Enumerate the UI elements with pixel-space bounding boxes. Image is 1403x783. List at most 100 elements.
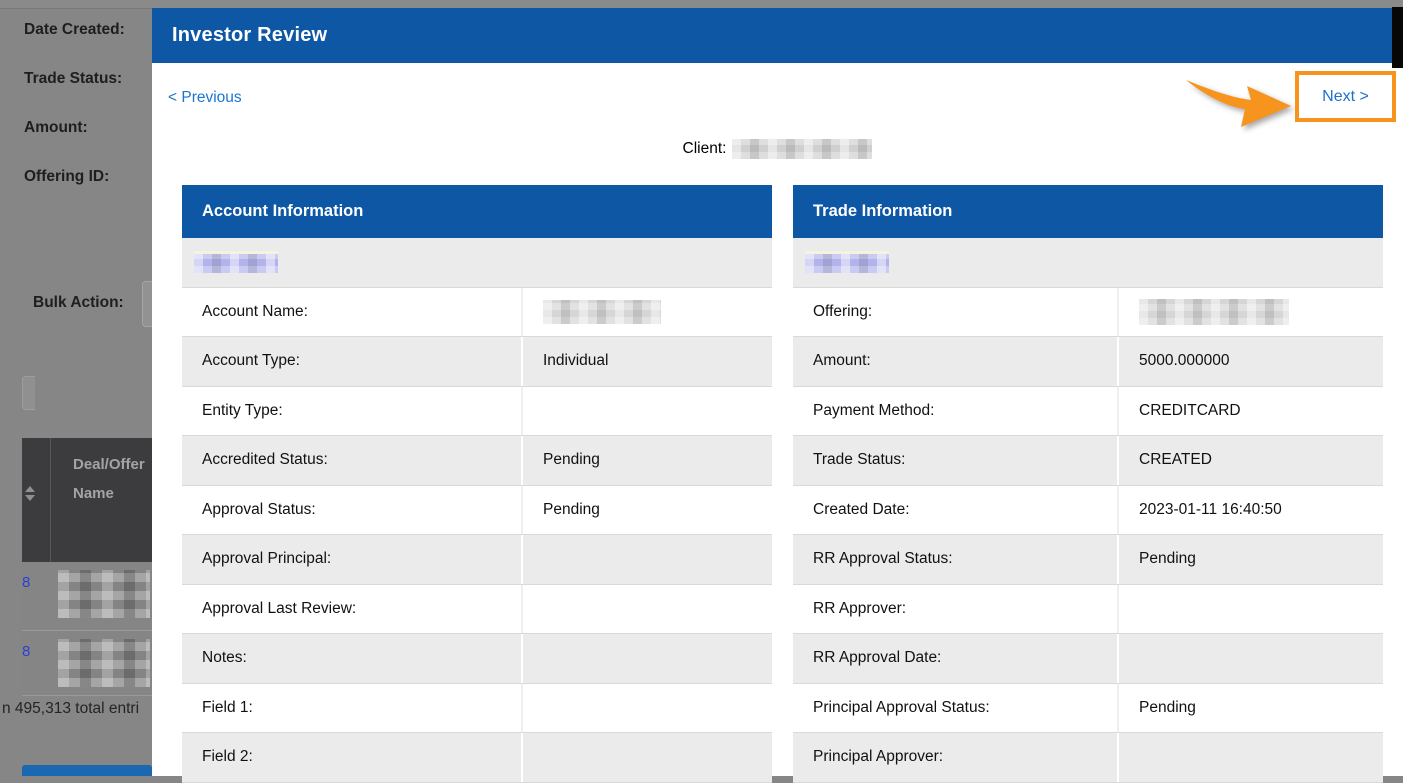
table-row: Payment Method: CREDITCARD — [793, 386, 1383, 436]
row-label: Notes: — [202, 649, 247, 667]
row-value — [521, 733, 772, 782]
background-filter-label: Offering ID: — [24, 168, 110, 185]
table-row: 8 — [22, 562, 152, 630]
background-table-sort-column[interactable] — [22, 438, 51, 562]
table-row: Field 2: — [182, 733, 772, 783]
table-row: 8 — [22, 630, 152, 696]
row-label: Principal Approver: — [813, 748, 944, 766]
redacted-value — [543, 299, 661, 324]
row-label: Principal Approval Status: — [813, 698, 990, 716]
row-value — [1117, 634, 1383, 683]
table-row: Trade Status: CREATED — [793, 436, 1383, 486]
row-label: Offering: — [813, 302, 873, 320]
table-row — [182, 238, 772, 288]
info-tables-container: Account Information Account Name: Account … — [182, 185, 1383, 783]
row-label: Approval Principal: — [202, 550, 332, 568]
background-button-stub[interactable] — [22, 376, 35, 410]
row-label: Field 1: — [202, 698, 253, 716]
row-label: Account Type: — [202, 352, 300, 370]
row-value — [521, 584, 772, 633]
table-row: Principal Approval Status: Pending — [793, 683, 1383, 733]
investor-review-modal: Investor Review < Previous Next > Client… — [152, 8, 1403, 783]
table-title: Trade Information — [813, 202, 953, 220]
next-button[interactable]: Next > — [1295, 71, 1396, 122]
trade-information-table: Trade Information Offering: Amount: 5000.00… — [793, 185, 1383, 783]
row-label: Trade Status: — [813, 451, 906, 469]
row-value — [1117, 733, 1383, 782]
row-value — [1117, 584, 1383, 633]
table-row: Offering: — [793, 287, 1383, 337]
table-row: Entity Type: — [182, 386, 772, 436]
table-header: Trade Information — [793, 185, 1383, 238]
table-row — [793, 238, 1383, 288]
row-label: RR Approver: — [813, 599, 907, 617]
corner-black-box — [1392, 7, 1403, 68]
background-filter-label: Date Created: — [24, 21, 125, 38]
row-value — [521, 535, 772, 584]
total-entries-text: n 495,313 total entri — [2, 700, 140, 717]
row-label: Amount: — [813, 352, 871, 370]
row-value: Pending — [521, 485, 772, 534]
table-row: Amount: 5000.000000 — [793, 337, 1383, 387]
redacted-record-link[interactable] — [194, 251, 278, 274]
table-row: Approval Status: Pending — [182, 485, 772, 535]
table-row: RR Approval Status: Pending — [793, 535, 1383, 585]
row-label: Approval Status: — [202, 500, 316, 518]
table-bottom-border — [22, 695, 152, 696]
row-label: RR Approval Status: — [813, 550, 953, 568]
redacted-value — [1139, 298, 1289, 325]
row-label: Entity Type: — [202, 401, 283, 419]
table-row: RR Approver: — [793, 584, 1383, 634]
deal-offer-name-column-header[interactable]: Deal/Offer Name — [73, 456, 145, 502]
background-filter-label: Amount: — [24, 119, 88, 136]
table-row: Approval Last Review: — [182, 584, 772, 634]
annotation-arrow-icon — [1186, 80, 1291, 127]
table-row: Created Date: 2023-01-11 16:40:50 — [793, 485, 1383, 535]
row-value: Pending — [1117, 683, 1383, 732]
table-row: Account Type: Individual — [182, 337, 772, 387]
row-value — [521, 634, 772, 683]
next-button-label: Next > — [1322, 87, 1369, 105]
table-row: Approval Principal: — [182, 535, 772, 585]
modal-title: Investor Review — [172, 24, 328, 46]
row-value: CREATED — [1117, 436, 1383, 485]
row-label: Created Date: — [813, 500, 910, 518]
table-row: Field 1: — [182, 683, 772, 733]
row-id-link[interactable]: 8 — [22, 643, 31, 660]
row-label: Payment Method: — [813, 401, 935, 419]
row-value — [521, 683, 772, 732]
redacted-cell — [58, 570, 150, 618]
previous-link[interactable]: < Previous — [168, 89, 242, 106]
table-row: Principal Approver: — [793, 733, 1383, 783]
row-value: Individual — [521, 337, 772, 386]
row-value: 5000.000000 — [1117, 337, 1383, 386]
redacted-cell — [58, 639, 150, 687]
background-data-table: Deal/Offer Name 8 8 — [22, 438, 152, 696]
table-title: Account Information — [202, 202, 364, 220]
row-value: Pending — [521, 436, 772, 485]
bulk-action-label: Bulk Action: — [33, 294, 124, 311]
table-row: Accredited Status: Pending — [182, 436, 772, 486]
background-table-header: Deal/Offer Name — [22, 438, 152, 562]
row-label: Accredited Status: — [202, 451, 328, 469]
modal-header: Investor Review — [152, 8, 1403, 63]
row-value: CREDITCARD — [1117, 386, 1383, 435]
redacted-record-link[interactable] — [805, 251, 889, 274]
table-row: Account Name: — [182, 287, 772, 337]
row-value — [521, 386, 772, 435]
row-id-link[interactable]: 8 — [22, 574, 31, 591]
sort-carets-icon[interactable] — [25, 486, 37, 502]
account-information-table: Account Information Account Name: Account … — [182, 185, 772, 783]
row-value: Pending — [1117, 535, 1383, 584]
table-row: Notes: — [182, 634, 772, 684]
table-row: RR Approval Date: — [793, 634, 1383, 684]
table-header: Account Information — [182, 185, 772, 238]
redacted-client-name — [732, 139, 873, 159]
row-label: RR Approval Date: — [813, 649, 942, 667]
row-label: Account Name: — [202, 302, 308, 320]
row-label: Field 2: — [202, 748, 253, 766]
row-value: 2023-01-11 16:40:50 — [1117, 485, 1383, 534]
row-label: Approval Last Review: — [202, 599, 357, 617]
client-label: Client: — [682, 140, 727, 157]
background-blue-button[interactable] — [22, 765, 152, 776]
